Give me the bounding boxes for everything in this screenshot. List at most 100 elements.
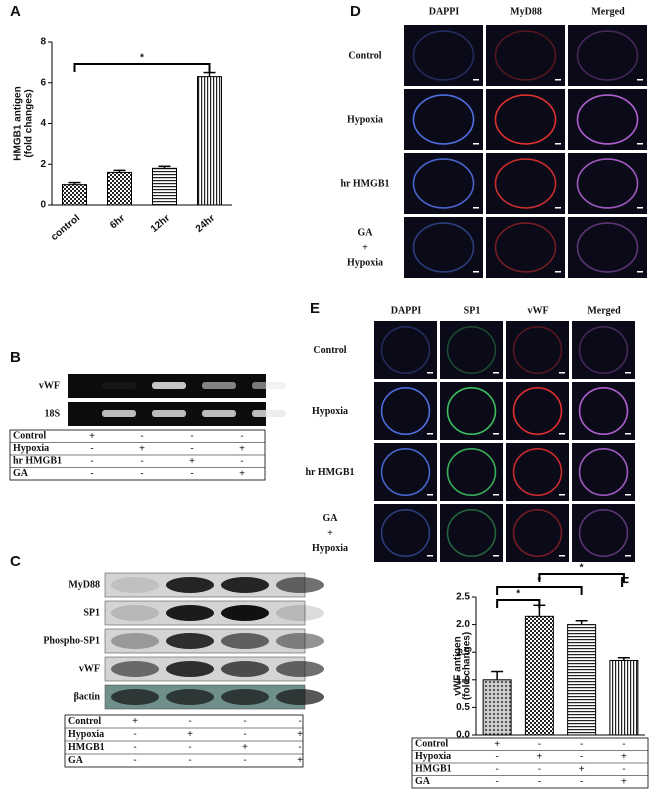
- vessel-outline: [412, 222, 475, 273]
- table-sign: +: [239, 468, 245, 479]
- band-label: Phospho-SP1: [43, 635, 100, 646]
- scale-bar: [625, 433, 631, 435]
- band-label: vWF: [39, 380, 60, 391]
- y-axis-label: (fold changes): [462, 632, 473, 700]
- blot-band: [221, 689, 269, 705]
- table-sign: -: [90, 456, 93, 467]
- table-sign: -: [133, 755, 136, 766]
- vessel-outline: [578, 447, 629, 496]
- micrograph: [572, 504, 635, 562]
- blot-band: [221, 605, 269, 621]
- vessel-outline: [446, 508, 497, 557]
- significance-bracket: [538, 573, 625, 582]
- row-label: Hypoxia: [312, 543, 348, 554]
- panel-label: C: [10, 553, 21, 570]
- micrograph: [440, 504, 503, 562]
- table-sign: -: [190, 443, 193, 454]
- scale-bar: [427, 555, 433, 557]
- table-sign: +: [242, 742, 248, 753]
- scale-bar: [493, 433, 499, 435]
- vessel-outline: [412, 158, 475, 209]
- y-axis-label: vWF antigen: [453, 636, 464, 695]
- scale-bar: [427, 433, 433, 435]
- vessel-outline: [412, 94, 475, 145]
- table-sign: -: [140, 468, 143, 479]
- micrograph: [568, 89, 647, 150]
- column-label: vWF: [527, 305, 548, 316]
- row-label: Control: [348, 50, 381, 61]
- panel-label: F: [620, 574, 629, 591]
- row-label: hr HMGB1: [341, 178, 390, 189]
- micrograph: [486, 89, 565, 150]
- panel-label: D: [350, 3, 361, 20]
- y-tick-label: 8: [40, 37, 46, 48]
- scale-bar: [427, 372, 433, 374]
- scale-bar: [637, 271, 643, 273]
- scale-bar: [555, 143, 561, 145]
- blot-band: [276, 577, 324, 593]
- table-row-label: GA: [415, 776, 431, 787]
- blot-band: [276, 633, 324, 649]
- table-sign: -: [140, 456, 143, 467]
- panel-label: E: [310, 300, 320, 317]
- gel-band: [102, 410, 136, 417]
- micrograph: [486, 25, 565, 86]
- micrograph: [404, 89, 483, 150]
- scale-bar: [559, 494, 565, 496]
- scale-bar: [559, 433, 565, 435]
- band-label: MyD88: [68, 579, 100, 590]
- band-label: vWF: [79, 663, 100, 674]
- scale-bar: [555, 207, 561, 209]
- table-row-label: Control: [13, 431, 46, 442]
- band-label: 18S: [44, 408, 60, 419]
- y-tick-label: 2.5: [456, 592, 470, 603]
- table-row-label: Control: [68, 716, 101, 727]
- scale-bar: [473, 143, 479, 145]
- row-label: GA: [358, 227, 374, 238]
- micrograph: [506, 504, 569, 562]
- table-sign: -: [538, 776, 541, 787]
- vessel-outline: [576, 30, 639, 81]
- micrograph: [374, 443, 437, 501]
- table-sign: -: [190, 468, 193, 479]
- row-label: +: [327, 528, 333, 539]
- blot-band: [221, 633, 269, 649]
- table-row-label: GA: [68, 755, 84, 766]
- column-label: Merged: [591, 6, 625, 17]
- micrograph: [572, 321, 635, 379]
- table-sign: +: [139, 443, 145, 454]
- column-label: Merged: [587, 305, 621, 316]
- table-sign: +: [621, 776, 627, 787]
- column-label: DAPPI: [429, 6, 460, 17]
- scale-bar: [637, 143, 643, 145]
- y-tick-label: 4: [40, 118, 46, 129]
- bar: [62, 184, 87, 206]
- table-sign: -: [495, 751, 498, 762]
- bar: [107, 171, 132, 206]
- table-row-label: Hypoxia: [415, 751, 451, 762]
- row-label: +: [362, 242, 368, 253]
- vessel-outline: [446, 386, 497, 435]
- table-sign: -: [140, 431, 143, 442]
- gel-band: [202, 410, 236, 417]
- micrograph: [486, 217, 565, 278]
- vessel-outline: [380, 325, 431, 374]
- vessel-outline: [512, 386, 563, 435]
- blot-band: [166, 689, 214, 705]
- vessel-outline: [512, 508, 563, 557]
- vessel-outline: [380, 447, 431, 496]
- bar: [567, 624, 597, 736]
- panel-label: B: [10, 349, 21, 366]
- micrograph: [374, 382, 437, 440]
- x-tick-label: control: [49, 213, 82, 243]
- micrograph: [404, 25, 483, 86]
- row-label: Hypoxia: [347, 257, 383, 268]
- blot-band: [166, 605, 214, 621]
- vessel-outline: [576, 94, 639, 145]
- table-row-label: hr HMGB1: [13, 456, 62, 467]
- bar: [197, 76, 222, 206]
- scale-bar: [427, 494, 433, 496]
- vessel-outline: [494, 158, 557, 209]
- row-label: Hypoxia: [312, 406, 348, 417]
- vessel-outline: [576, 222, 639, 273]
